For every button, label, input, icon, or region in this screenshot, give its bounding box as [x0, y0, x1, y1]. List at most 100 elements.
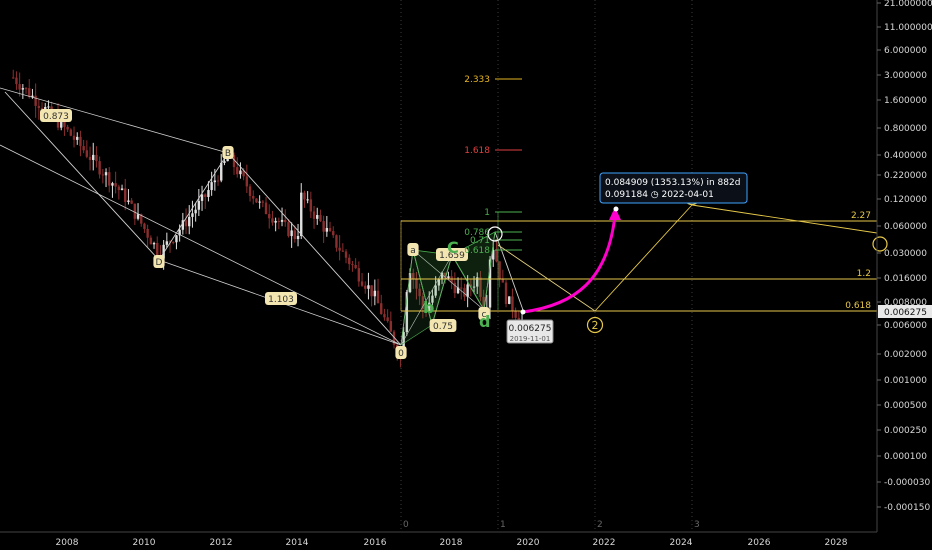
candle-body [111, 183, 114, 186]
time-tick-label: 2020 [517, 538, 540, 548]
price-tick-label: 0.001000 [884, 376, 927, 386]
candle-body [248, 186, 252, 196]
ratio-label: 0.873 [40, 109, 72, 122]
wave-segment [494, 231, 524, 311]
candle-body [380, 303, 383, 315]
projection-wave-2-text: 2 [592, 319, 599, 332]
svg-text:D: D [156, 258, 163, 268]
candle-body [274, 220, 277, 223]
cursor-price: 0.006275 [509, 324, 552, 334]
candle-body [354, 264, 357, 269]
candle-body [143, 223, 146, 229]
candle-body [136, 214, 140, 219]
candle-body [69, 129, 73, 136]
svg-text:1.659: 1.659 [439, 251, 465, 261]
fib-level-label: 0.71 [470, 236, 490, 246]
price-tick-label: 0.002000 [884, 350, 927, 360]
candle-body [479, 277, 482, 297]
candle-body [386, 317, 389, 322]
projection-segment [594, 204, 693, 312]
candle-body [28, 88, 31, 97]
time-tick-label: 2016 [364, 538, 387, 548]
candle-body [152, 243, 156, 245]
candle-body [15, 77, 18, 85]
candle-body [460, 287, 463, 289]
candle-body [37, 105, 41, 109]
candle-body [120, 188, 124, 191]
price-tick-label: 0.400000 [884, 151, 927, 161]
candle-body [172, 242, 175, 244]
candle-body [402, 332, 405, 356]
candle-body [226, 157, 229, 162]
fib-level-label: 1.618 [464, 146, 490, 156]
candle-body [200, 194, 204, 201]
candle-body [338, 247, 341, 251]
candle-body [156, 243, 159, 256]
candle-body [277, 220, 281, 222]
drawing-tools[interactable] [0, 78, 878, 346]
candle-body [252, 195, 255, 199]
candle-body [450, 276, 453, 283]
candle-body [290, 230, 293, 237]
candle-body [424, 309, 428, 312]
candle-body [341, 250, 345, 252]
chart-labels: 0.873 1.103 B D 0 a 1.659 0.75 c Cb d 2.333 1.618 1 0.… [40, 75, 888, 359]
svg-text:1.103: 1.103 [268, 295, 294, 305]
time-axis[interactable]: 2008 2010 2012 2014 2016 2018 2020 2022 2024 2026… [0, 531, 877, 548]
candle-body [316, 215, 319, 219]
candle-body [255, 198, 258, 203]
measure-tooltip-line2: 0.091184 ◷ 2022-04-01 [605, 190, 714, 200]
candle-body [405, 292, 409, 333]
candle-body [447, 276, 450, 279]
candle-body [476, 277, 479, 287]
svg-text:0.873: 0.873 [43, 112, 69, 122]
current-point-marker [520, 309, 526, 315]
candle-body [92, 154, 95, 160]
candle-body [60, 120, 63, 128]
candle-body [204, 194, 207, 197]
cycle-number-label: 3 [694, 520, 700, 530]
svg-text:B: B [225, 149, 231, 159]
candle-body [456, 287, 460, 294]
svg-text:a: a [410, 246, 416, 256]
candle-body [415, 279, 418, 289]
candle-body [319, 215, 322, 222]
grid-verticals: 0 1 2 3 [400, 0, 700, 532]
candle-body [440, 272, 444, 280]
wave-label-a: a [407, 243, 419, 256]
price-tick-label: 0.800000 [884, 124, 927, 134]
candle-body [482, 296, 485, 314]
price-tick-label: 11.000000 [884, 23, 932, 33]
candle-body [47, 106, 50, 108]
candle-body [335, 235, 338, 248]
projection-segment [497, 244, 596, 312]
candle-body [428, 302, 431, 312]
candle-body [216, 180, 220, 182]
candle-body [197, 200, 201, 210]
price-tick-label: 0.016000 [884, 274, 927, 284]
arrow-head [609, 207, 621, 220]
projection-line [691, 204, 878, 234]
price-tick-label: 0.120000 [884, 195, 927, 205]
upper-channel-line [0, 87, 229, 154]
candle-body [293, 230, 297, 240]
price-axis[interactable]: 21.000000 11.000000 6.000000 3.000000 1.6000… [876, 0, 932, 532]
candle-body [140, 214, 143, 224]
candle-body [213, 180, 217, 183]
candle-body [501, 278, 505, 283]
time-tick-label: 2010 [133, 538, 156, 548]
candle-body [261, 201, 265, 203]
candle-body [287, 222, 290, 237]
candle-body [104, 172, 108, 176]
candle-body [300, 192, 303, 236]
candle-body [79, 136, 82, 147]
price-tick-label: 21.000000 [884, 0, 932, 9]
candle-body [322, 221, 325, 232]
time-tick-label: 2018 [440, 538, 463, 548]
candle-body [18, 84, 21, 90]
price-tick-label: 0.060000 [884, 222, 927, 232]
svg-text:0.75: 0.75 [433, 322, 453, 332]
time-tick-label: 2028 [825, 538, 848, 548]
wave-segment [227, 152, 402, 346]
